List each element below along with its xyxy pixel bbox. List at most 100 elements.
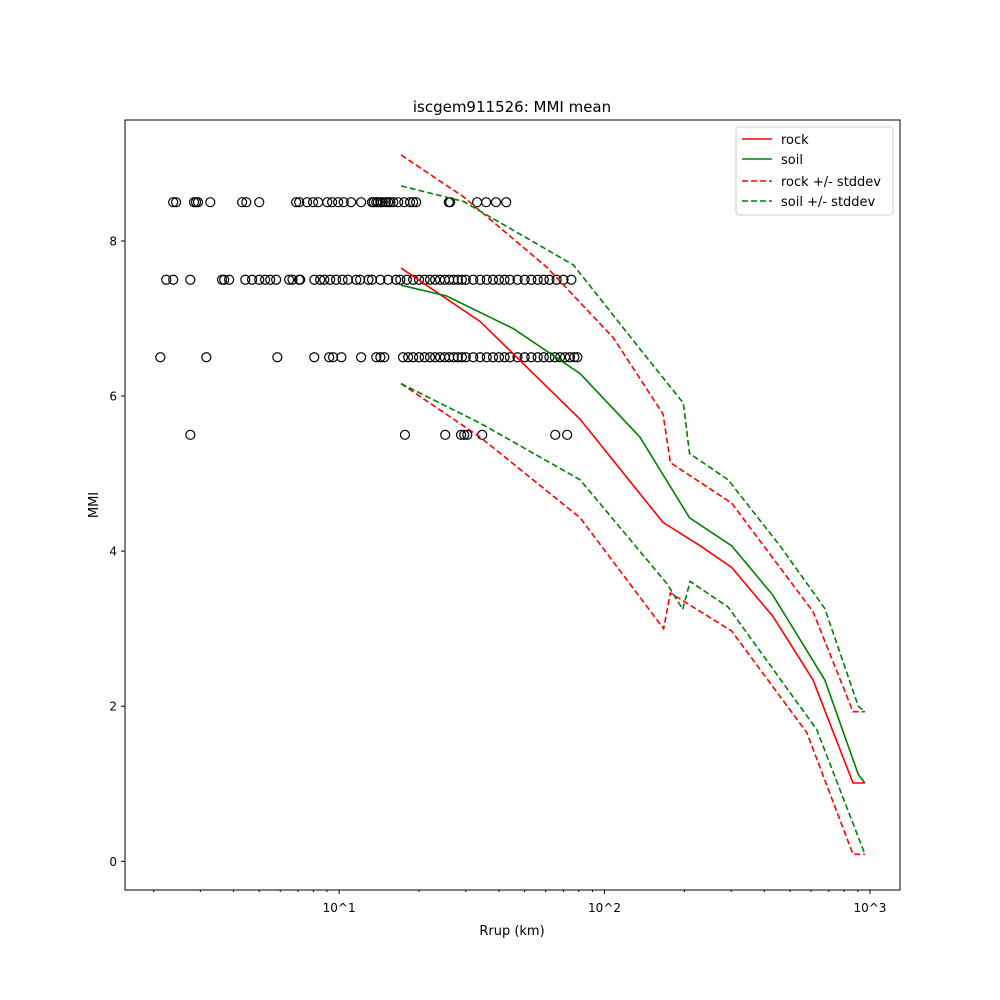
observation-point [456, 352, 467, 363]
observation-point [356, 352, 367, 363]
observation-point [448, 352, 459, 363]
observation-point [366, 274, 378, 285]
observation-point [170, 197, 182, 208]
observation-point [487, 274, 499, 285]
observation-point [424, 274, 436, 285]
legend-label-rock-stddev: rock +/- stddev [781, 175, 881, 190]
soil-line [400, 284, 866, 784]
soil-stddev-upper-line [400, 185, 866, 713]
y-tick-label: 0 [109, 855, 117, 869]
observation-point [291, 197, 302, 208]
observation-point [351, 274, 362, 285]
legend-box [735, 126, 894, 216]
observation-point [504, 352, 516, 363]
rock-stddev-lower-line [400, 382, 865, 856]
observation-point [419, 352, 430, 363]
observation-point [240, 274, 251, 285]
observation-point [265, 274, 276, 285]
observation-point [572, 352, 583, 363]
observation-point [337, 274, 348, 285]
observation-point [481, 274, 492, 285]
observation-point [413, 274, 425, 285]
observation-point [519, 274, 530, 285]
observation-point [237, 197, 248, 208]
observation-point [336, 352, 347, 363]
observation-point [411, 197, 422, 208]
observation-point [375, 352, 386, 363]
observation-point [456, 274, 467, 285]
observation-point [295, 274, 306, 285]
observation-point [538, 274, 549, 285]
observation-point [452, 274, 463, 285]
observation-point [408, 197, 419, 208]
observation-point [459, 429, 470, 440]
observation-point [460, 352, 471, 363]
observation-point [271, 274, 282, 285]
observation-point [404, 197, 416, 208]
observation-point [219, 274, 230, 285]
observation-point [532, 352, 543, 363]
observation-point [544, 274, 555, 285]
observation-point [512, 274, 523, 285]
observation-point [377, 197, 388, 208]
observation-point [322, 197, 333, 208]
observation-point [393, 197, 404, 208]
observation-point [397, 352, 409, 363]
observation-point [499, 274, 510, 285]
observation-point [342, 274, 354, 285]
observation-point [319, 274, 330, 285]
observation-point [331, 274, 342, 285]
observation-point [440, 429, 451, 440]
observation-point [493, 352, 505, 363]
observation-point [185, 274, 196, 285]
observation-point [504, 274, 516, 285]
observation-point [355, 274, 366, 285]
observation-point [413, 352, 425, 363]
observation-point [372, 197, 384, 208]
observation-point [562, 429, 573, 440]
plot-frame [124, 119, 901, 891]
chart-title: iscgem911526: MMI mean [413, 98, 611, 116]
observation-point [550, 429, 561, 440]
observation-point [481, 197, 492, 208]
observation-point [241, 197, 252, 208]
observation-point [481, 352, 492, 363]
observation-point [526, 352, 537, 363]
observation-point [190, 197, 202, 208]
observation-point [375, 274, 386, 285]
observation-point [201, 352, 212, 363]
observation-point [315, 274, 326, 285]
legend: rock soil rock +/- stddev soil +/- stdde… [735, 126, 894, 216]
observation-point [395, 274, 406, 285]
observation-point [168, 197, 179, 208]
observation-point [333, 197, 344, 208]
observation-point [551, 274, 562, 285]
observation-point [462, 429, 473, 440]
observation-point [308, 197, 319, 208]
soil-stddev-lower-line [400, 382, 866, 855]
observation-point [455, 429, 467, 440]
observation-point [205, 197, 216, 208]
observation-point [487, 352, 499, 363]
observation-point [399, 429, 411, 440]
observation-point [287, 274, 298, 285]
observation-point [338, 197, 349, 208]
rock-stddev-upper-line [400, 154, 865, 713]
observation-point [161, 274, 172, 285]
observation-point [477, 429, 488, 440]
observation-point [532, 274, 543, 285]
observation-point [468, 274, 479, 285]
observation-point [192, 197, 204, 208]
observation-point [403, 352, 414, 363]
observation-point [325, 274, 336, 285]
observation-point [549, 352, 560, 363]
observation-point [301, 197, 313, 208]
observation-point [155, 352, 166, 363]
observation-point [519, 352, 530, 363]
observation-point [538, 352, 549, 363]
observation-point [460, 274, 471, 285]
observation-point [168, 274, 179, 285]
observation-point [475, 274, 486, 285]
y-tick-label: 2 [109, 700, 117, 714]
observation-point [430, 274, 441, 285]
